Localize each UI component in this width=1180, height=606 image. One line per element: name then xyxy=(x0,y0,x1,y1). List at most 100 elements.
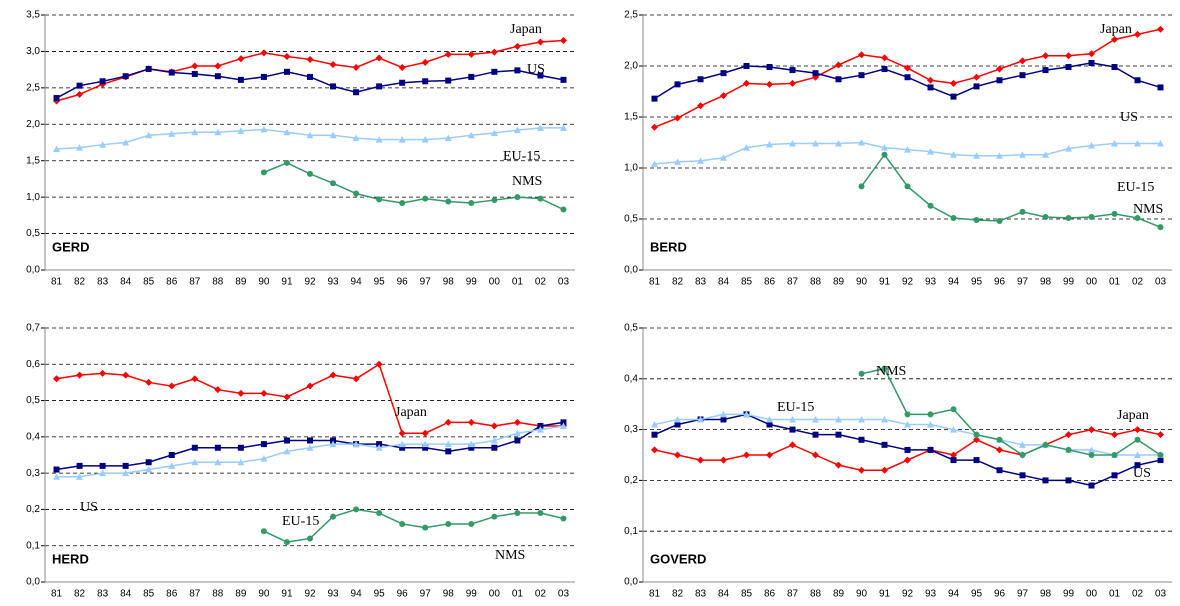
marker-circle xyxy=(881,151,888,158)
marker-triangle xyxy=(720,410,727,418)
marker-square xyxy=(122,73,129,80)
marker-triangle xyxy=(743,144,750,151)
marker-square xyxy=(560,419,567,426)
x-tick-label: 90 xyxy=(258,277,270,288)
marker-triangle xyxy=(1019,151,1026,158)
marker-diamond xyxy=(812,451,819,459)
series-line xyxy=(860,153,1161,228)
marker-diamond xyxy=(76,90,84,98)
marker-diamond xyxy=(191,62,199,70)
marker-circle xyxy=(950,406,957,413)
marker-circle xyxy=(973,217,980,224)
x-tick-label: 94 xyxy=(351,277,363,288)
series-line xyxy=(56,363,564,434)
marker-square xyxy=(1157,84,1164,91)
marker-diamond xyxy=(1065,431,1072,439)
marker-triangle xyxy=(352,134,360,142)
marker-circle xyxy=(1157,452,1164,458)
marker-triangle xyxy=(168,462,176,469)
marker-diamond xyxy=(996,65,1003,73)
marker-square xyxy=(812,431,819,438)
marker-triangle xyxy=(743,410,750,418)
marker-triangle xyxy=(674,158,681,165)
marker-diamond xyxy=(513,42,521,50)
marker-triangle xyxy=(1134,451,1141,458)
marker-diamond xyxy=(467,50,475,58)
marker-diamond xyxy=(1134,30,1141,38)
y-tick-label: 0,0 xyxy=(624,577,638,588)
marker-diamond xyxy=(283,393,291,401)
marker-square xyxy=(674,421,681,428)
x-tick-label: 81 xyxy=(51,277,63,288)
marker-triangle xyxy=(214,458,222,466)
marker-square xyxy=(697,76,704,83)
marker-triangle xyxy=(306,444,314,451)
marker-diamond xyxy=(766,80,773,88)
marker-triangle xyxy=(1065,145,1072,152)
marker-circle xyxy=(927,202,934,209)
x-tick-label: 87 xyxy=(189,277,201,288)
marker-triangle xyxy=(881,144,888,151)
marker-square xyxy=(237,76,244,83)
marker-circle xyxy=(307,170,313,177)
marker-circle xyxy=(950,214,957,221)
marker-diamond xyxy=(904,456,911,464)
marker-circle xyxy=(283,159,290,166)
marker-diamond xyxy=(835,61,842,69)
marker-triangle xyxy=(191,128,199,136)
x-tick-label: 81 xyxy=(51,589,63,600)
series-line xyxy=(263,162,564,211)
marker-diamond xyxy=(1111,431,1118,439)
marker-triangle xyxy=(375,136,383,143)
marker-square xyxy=(99,462,106,469)
y-tick-label: 0,0 xyxy=(26,265,40,276)
marker-triangle xyxy=(237,458,245,466)
marker-circle xyxy=(353,506,360,513)
marker-triangle xyxy=(835,415,842,423)
marker-circle xyxy=(468,199,475,206)
marker-triangle xyxy=(306,131,314,139)
marker-triangle xyxy=(559,124,567,131)
marker-diamond xyxy=(858,466,865,474)
marker-diamond xyxy=(1088,50,1095,58)
x-tick-label: 01 xyxy=(1109,277,1121,288)
x-tick-label: 00 xyxy=(1086,589,1098,600)
marker-circle xyxy=(399,199,406,206)
y-tick-label: 0,3 xyxy=(624,424,638,435)
marker-triangle xyxy=(789,415,796,423)
marker-triangle xyxy=(168,130,176,137)
marker-diamond xyxy=(651,123,658,131)
marker-diamond xyxy=(375,54,383,62)
marker-triangle xyxy=(904,421,911,428)
marker-diamond xyxy=(444,50,452,58)
marker-diamond xyxy=(1157,25,1164,33)
marker-triangle xyxy=(76,473,84,480)
marker-diamond xyxy=(881,466,888,474)
marker-square xyxy=(399,79,406,86)
marker-circle xyxy=(1019,452,1026,458)
marker-square xyxy=(560,76,567,83)
marker-triangle xyxy=(904,146,911,153)
marker-circle xyxy=(560,515,567,522)
marker-square xyxy=(214,444,221,451)
series-label: Japan xyxy=(1117,408,1149,423)
marker-diamond xyxy=(306,382,314,390)
series-label: NMS xyxy=(1133,202,1163,217)
marker-diamond xyxy=(237,55,245,63)
x-tick-label: 03 xyxy=(558,277,570,288)
marker-triangle xyxy=(260,125,268,133)
series-label: EU-15 xyxy=(503,149,540,164)
x-tick-label: 90 xyxy=(856,589,868,600)
marker-diamond xyxy=(881,54,888,62)
y-tick-label: 0,4 xyxy=(624,373,638,384)
marker-square xyxy=(537,72,544,79)
marker-triangle xyxy=(973,152,980,159)
marker-circle xyxy=(1065,446,1072,453)
series-label: Japan xyxy=(510,22,542,37)
x-tick-label: 98 xyxy=(443,277,455,288)
marker-square xyxy=(927,84,934,91)
marker-square xyxy=(468,73,475,80)
x-tick-label: 84 xyxy=(718,589,730,600)
marker-square xyxy=(835,76,842,83)
